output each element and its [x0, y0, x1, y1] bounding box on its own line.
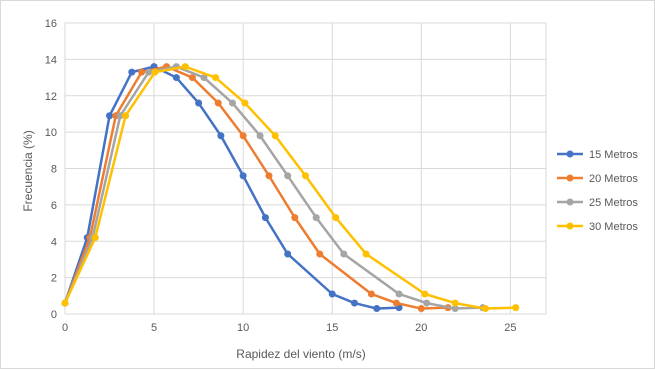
legend-swatch-marker — [566, 150, 574, 158]
data-point — [421, 290, 429, 298]
data-point — [291, 214, 299, 222]
series-lines — [61, 63, 520, 313]
data-point — [172, 74, 180, 82]
series-4 — [61, 63, 520, 313]
data-point — [181, 63, 189, 71]
series-line — [63, 65, 516, 310]
series-line — [63, 65, 449, 310]
data-point — [451, 305, 459, 313]
data-point — [91, 234, 99, 242]
data-point — [332, 214, 340, 222]
data-point — [362, 250, 370, 258]
series-2 — [61, 63, 452, 313]
y-axis-title: Frecuencia (%) — [21, 130, 35, 211]
legend-entry: 30 Metros — [557, 221, 638, 233]
data-point — [128, 68, 136, 76]
data-point — [265, 172, 273, 180]
y-tick-label: 10 — [45, 127, 57, 139]
data-point — [200, 74, 208, 82]
data-point — [316, 250, 324, 258]
legend-label: 20 Metros — [589, 173, 638, 185]
data-point — [239, 132, 247, 140]
data-point — [145, 68, 153, 76]
legend-label: 15 Metros — [589, 149, 638, 161]
data-point — [151, 68, 159, 76]
legend-label: 25 Metros — [589, 197, 638, 209]
data-point — [188, 74, 196, 82]
data-point — [61, 299, 69, 307]
data-point — [138, 68, 146, 76]
legend-entry: 15 Metros — [557, 149, 638, 161]
data-point — [423, 299, 431, 307]
data-point — [241, 99, 249, 107]
y-tick-label: 0 — [51, 309, 57, 321]
data-point — [312, 214, 320, 222]
data-point — [284, 172, 292, 180]
legend-swatch-marker — [566, 198, 574, 206]
series-line — [63, 65, 483, 310]
data-point — [271, 132, 279, 140]
data-point — [261, 214, 269, 222]
legend-entry: 20 Metros — [557, 173, 638, 185]
y-tick-label: 14 — [45, 54, 57, 66]
x-tick-label: 25 — [504, 322, 516, 334]
legend-label: 30 Metros — [589, 221, 638, 233]
data-point — [122, 112, 130, 120]
y-tick-label: 2 — [51, 273, 57, 285]
data-point — [239, 172, 247, 180]
data-point — [451, 299, 459, 307]
data-point — [350, 299, 358, 307]
axes: 0 2 4 6 8 10 12 14 16 0 5 10 15 20 25 — [45, 18, 517, 334]
data-point — [195, 99, 203, 107]
y-tick-label: 4 — [51, 236, 57, 248]
data-point — [214, 99, 222, 107]
legend: 15 Metros 20 Metros 25 Metros 30 Metros — [557, 149, 638, 233]
x-tick-label: 15 — [326, 322, 338, 334]
data-point — [228, 99, 236, 107]
data-point — [328, 290, 336, 298]
data-point — [284, 250, 292, 258]
y-tick-label: 16 — [45, 18, 57, 30]
data-point — [373, 305, 381, 313]
y-tick-label: 12 — [45, 91, 57, 103]
data-point — [302, 172, 309, 180]
data-point — [481, 305, 489, 313]
series-3 — [61, 63, 487, 313]
data-point — [367, 290, 375, 298]
data-point — [217, 132, 225, 140]
x-tick-label: 0 — [62, 322, 68, 334]
y-tick-label: 8 — [51, 164, 57, 176]
legend-entry: 25 Metros — [557, 197, 638, 209]
x-tick-label: 5 — [151, 322, 157, 334]
data-point — [340, 250, 348, 258]
data-point — [256, 132, 264, 140]
data-point — [116, 112, 124, 120]
data-point — [392, 299, 400, 307]
legend-swatch-marker — [566, 174, 574, 182]
x-tick-label: 20 — [415, 322, 427, 334]
x-tick-label: 10 — [237, 322, 249, 334]
y-tick-label: 6 — [51, 200, 57, 212]
data-point — [512, 304, 520, 312]
data-point — [395, 290, 403, 298]
data-point — [417, 305, 425, 313]
legend-swatch-marker — [566, 222, 574, 230]
x-axis-title: Rapidez del viento (m/s) — [236, 347, 365, 361]
data-point — [212, 74, 220, 82]
data-point — [106, 112, 114, 120]
